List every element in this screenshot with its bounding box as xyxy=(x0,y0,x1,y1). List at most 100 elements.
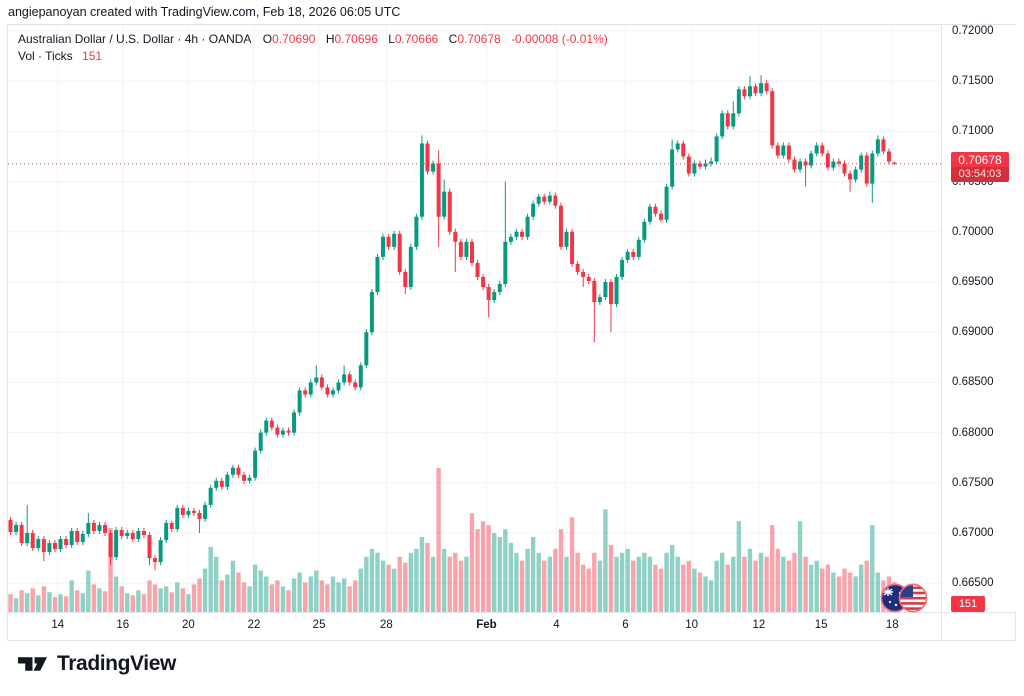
candle-body xyxy=(119,529,124,537)
volume-bar xyxy=(436,467,441,612)
bar-countdown: 03:54:03 xyxy=(951,167,1009,182)
volume-bar xyxy=(24,593,30,612)
open-label: O xyxy=(262,32,273,46)
open-value: 0.70690 xyxy=(272,32,316,46)
tradingview-logo[interactable]: TradingView xyxy=(18,652,176,676)
volume-bar xyxy=(836,576,842,612)
volume-bar xyxy=(525,548,530,612)
volume-bar xyxy=(814,560,819,612)
volume-bar xyxy=(820,568,825,612)
candle-body xyxy=(558,205,563,247)
candle-body xyxy=(608,282,613,305)
volume-bar xyxy=(503,529,508,612)
volume-bar xyxy=(19,590,24,612)
volume-bar xyxy=(464,556,469,612)
candle-body xyxy=(197,512,202,519)
x-axis-label: 15 xyxy=(814,619,828,631)
volume-bar xyxy=(86,570,91,612)
candle-body xyxy=(848,173,853,180)
volume-bar xyxy=(330,576,336,612)
volume-bar xyxy=(530,537,536,612)
candle-body xyxy=(892,162,897,164)
candle-body xyxy=(342,374,347,383)
candle-body xyxy=(775,145,780,156)
volume-bar xyxy=(492,533,497,612)
volume-bar xyxy=(308,576,313,612)
candle-body xyxy=(681,143,686,157)
volume-bar xyxy=(781,556,786,612)
close-label: C xyxy=(448,32,458,46)
volume-bar xyxy=(8,594,13,612)
candle-body xyxy=(697,163,702,167)
candle-body xyxy=(514,231,519,237)
candle-body xyxy=(230,467,235,475)
candle-body xyxy=(820,145,825,154)
volume-bar xyxy=(230,560,236,612)
volume-bar xyxy=(508,542,514,612)
y-axis-label: 0.72000 xyxy=(952,25,994,37)
candle-body xyxy=(875,139,880,154)
volume-bar xyxy=(163,586,169,612)
time-axis[interactable]: 14 16 20 22 25 28 Feb 4 6 10 12 15 18 xyxy=(8,613,941,640)
volume-bar xyxy=(603,509,608,612)
candle-body xyxy=(91,522,96,531)
candle-body xyxy=(169,522,174,529)
candle-body xyxy=(475,262,480,277)
volume-bar xyxy=(380,560,386,612)
volume-bar xyxy=(469,513,475,612)
volume-bar xyxy=(353,580,358,612)
volume-bar xyxy=(636,556,641,612)
volume-bar xyxy=(175,582,180,612)
volume-bar xyxy=(91,584,97,612)
candle-body xyxy=(375,256,380,293)
volume-bar xyxy=(52,597,58,612)
candle-body xyxy=(436,163,441,217)
price-axis[interactable]: 0.720000.715000.710000.705000.700000.695… xyxy=(942,25,1016,612)
volume-indicator-label[interactable]: Vol · Ticks xyxy=(18,49,73,63)
candle-body xyxy=(253,450,258,478)
candle-body xyxy=(114,529,119,558)
candle-body xyxy=(520,231,525,237)
volume-bar xyxy=(219,580,224,612)
volume-bar xyxy=(675,556,680,612)
candle-body xyxy=(536,196,541,204)
x-axis-label: 18 xyxy=(885,619,899,631)
price-pane[interactable] xyxy=(8,25,941,612)
volume-bar xyxy=(719,552,725,612)
candle-body xyxy=(275,427,280,435)
candle-body xyxy=(431,163,436,172)
candle-body xyxy=(30,533,35,549)
high-value: 0.70696 xyxy=(334,32,378,46)
candle-body xyxy=(225,474,230,487)
candle-body xyxy=(19,524,24,544)
y-axis-label: 0.68500 xyxy=(952,376,994,389)
volume-bar xyxy=(63,596,69,612)
candle-body xyxy=(859,155,864,170)
volume-bar xyxy=(102,591,108,612)
candle-body xyxy=(136,530,141,540)
candle-body xyxy=(647,206,652,222)
candle-body xyxy=(297,390,302,413)
candle-body xyxy=(308,382,313,395)
volume-bar xyxy=(180,588,186,612)
volume-bar xyxy=(314,570,319,612)
volume-bar xyxy=(753,560,758,612)
volume-bar xyxy=(653,564,658,612)
volume-bar xyxy=(286,590,291,612)
volume-bar xyxy=(30,588,35,612)
y-axis-label: 0.71000 xyxy=(952,125,994,138)
volume-bar xyxy=(842,568,847,612)
volume-bar xyxy=(191,584,197,612)
candle-body xyxy=(364,332,369,366)
volume-bar xyxy=(803,556,808,612)
candle-body xyxy=(564,231,569,247)
last-price-value: 0.70678 xyxy=(958,153,1002,167)
volume-bar xyxy=(475,529,480,612)
candle-body xyxy=(8,519,13,532)
volume-bar xyxy=(225,574,230,612)
candle-body xyxy=(709,161,714,164)
symbol-title[interactable]: Australian Dollar / U.S. Dollar · 4h · O… xyxy=(18,32,252,46)
volume-bar xyxy=(586,568,591,612)
candle-body xyxy=(636,239,641,257)
volume-bar xyxy=(80,593,85,612)
